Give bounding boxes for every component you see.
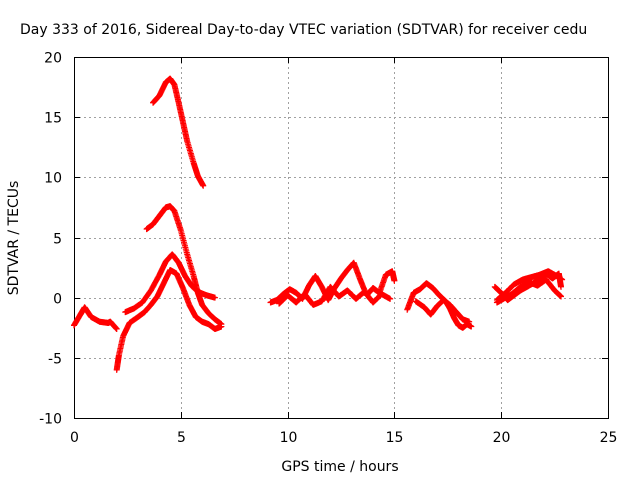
x-tick-label: 5 [177, 430, 186, 446]
y-tick-label: 10 [44, 171, 62, 187]
y-tick-label: 15 [44, 111, 62, 127]
x-tick-label: 15 [386, 430, 404, 446]
series-arc-h [404, 280, 475, 331]
series-arc-f [267, 259, 398, 306]
series-arc-a [71, 304, 120, 332]
data-point-marker [466, 318, 473, 325]
series-arc-i [412, 297, 473, 325]
series-arc-k [493, 268, 566, 304]
y-tick-label: -10 [39, 412, 62, 428]
y-tick-label: -5 [48, 352, 62, 368]
chart-title: Day 333 of 2016, Sidereal Day-to-day VTE… [20, 22, 587, 38]
data-point-marker [468, 323, 475, 330]
series-arc-l [493, 276, 565, 306]
x-tick-label: 20 [493, 430, 511, 446]
y-axis-label: SDTVAR / TECUs [6, 181, 22, 296]
data-point-marker [391, 277, 398, 284]
tick-labels: 0 5 10 15 20 25 -10 -5 0 5 10 15 20 [39, 51, 617, 447]
data-point-marker [559, 276, 566, 283]
data-points [71, 75, 566, 373]
series-arc-d [143, 203, 225, 328]
grid-lines [74, 57, 608, 418]
x-tick-label: 25 [600, 430, 618, 446]
data-point-marker [200, 182, 207, 189]
data-point-marker [218, 321, 225, 328]
data-point-marker [558, 293, 565, 300]
y-tick-label: 0 [53, 292, 62, 308]
x-tick-label: 10 [280, 430, 298, 446]
series-arc-g [276, 283, 394, 308]
x-tick-label: 0 [70, 430, 79, 446]
data-point-marker [387, 295, 394, 302]
series-arc-e [150, 75, 207, 189]
data-point-marker [558, 283, 565, 290]
data-point-marker [113, 325, 120, 332]
y-tick-label: 20 [44, 51, 62, 67]
data-point-marker [211, 294, 218, 301]
x-axis-label: GPS time / hours [281, 459, 398, 475]
series-arc-b [113, 266, 225, 373]
series-arc-c [122, 251, 218, 316]
axis-ticks [74, 57, 609, 419]
y-tick-label: 5 [53, 232, 62, 248]
